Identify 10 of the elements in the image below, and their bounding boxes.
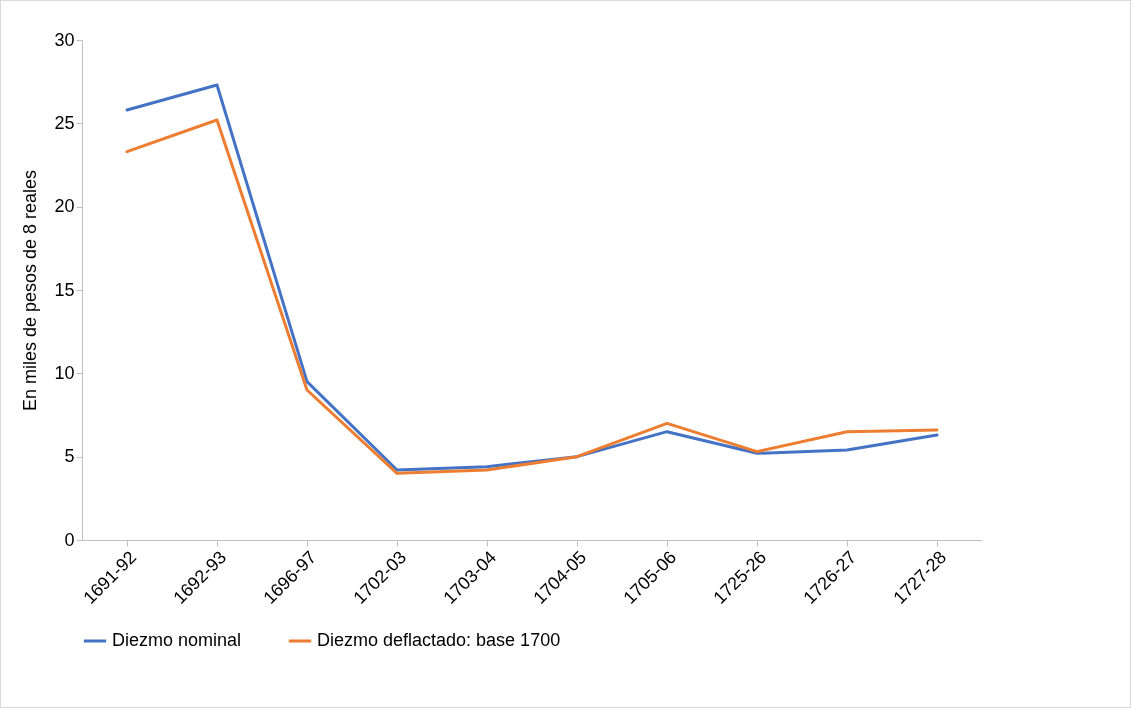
y-axis-title: En miles de pesos de 8 reales — [20, 169, 41, 412]
legend-label: Diezmo deflactado: base 1700 — [317, 630, 561, 650]
y-tick-label: 20 — [54, 196, 75, 217]
y-tick-label: 25 — [54, 112, 75, 133]
y-tick-label: 10 — [54, 362, 75, 383]
y-tick-label: 30 — [54, 29, 75, 50]
y-tick-label: 0 — [64, 529, 75, 550]
y-tick-label: 5 — [64, 446, 75, 467]
legend-label: Diezmo nominal — [112, 630, 242, 650]
y-tick-label: 15 — [54, 279, 75, 300]
